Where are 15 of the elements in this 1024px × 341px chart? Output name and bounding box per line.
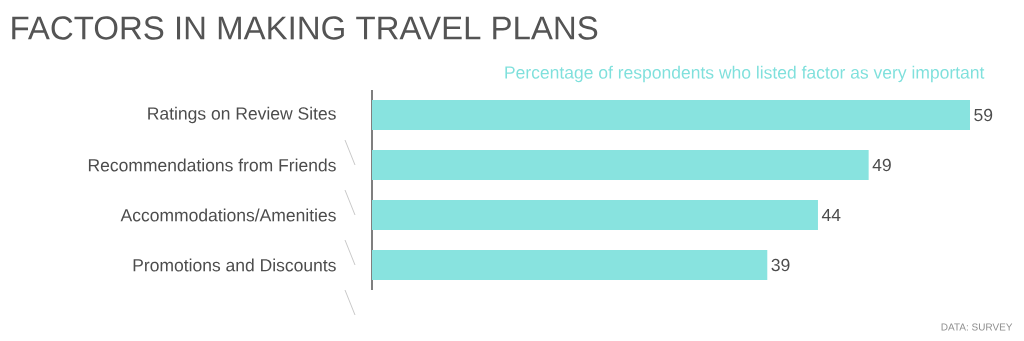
chart-title: FACTORS IN MAKING TRAVEL PLANS: [12, 16, 598, 40]
data-label: 39: [771, 258, 790, 272]
data-label: 44: [821, 208, 841, 222]
text: DATA: SURVEY: [941, 323, 1013, 331]
bar: [372, 150, 869, 180]
y-tick-label: Ratings on Review Sites: [148, 106, 336, 124]
data-label: 49: [872, 158, 891, 172]
bar: [372, 250, 768, 280]
y-tick-label: Recommendations from Friends: [88, 158, 336, 172]
bar: [372, 100, 970, 130]
y-tick-label: Accommodations/Amenities: [120, 208, 336, 222]
data-label: 59: [974, 108, 993, 122]
chart-subtitle: Percentage of respondents who listed factor as very important: [505, 65, 985, 83]
y-tick-label: Promotions and Discounts: [133, 258, 336, 272]
bar: [372, 200, 818, 230]
